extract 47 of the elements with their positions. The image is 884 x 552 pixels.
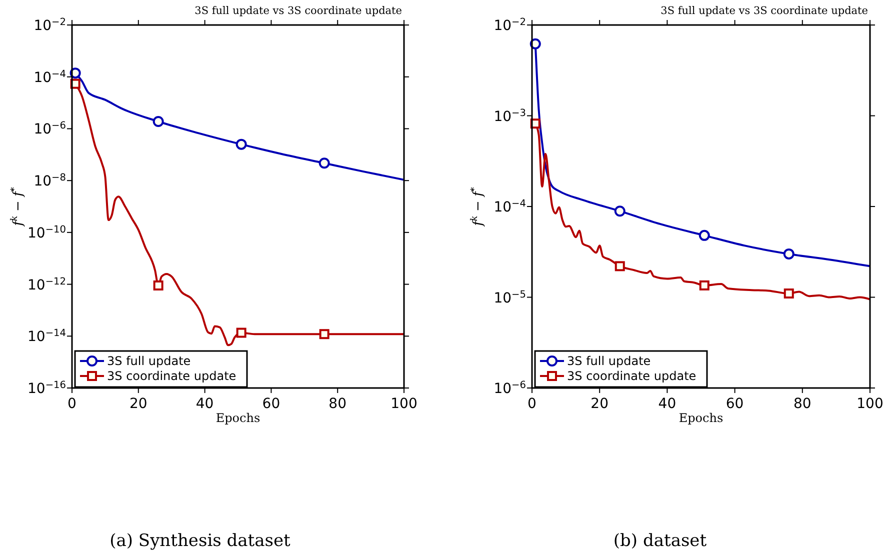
point	[699, 280, 710, 290]
chart-title: 3S full update vs 3S coordinate update	[660, 5, 868, 17]
x-tick-label: 100	[390, 396, 418, 412]
y-tick-label: 10$^{−4}$	[494, 198, 526, 216]
legend-label: 3S coordinate update	[107, 369, 236, 383]
point	[236, 138, 247, 150]
point	[236, 328, 246, 338]
point	[152, 116, 164, 127]
text: (a) Synthesis dataset	[110, 531, 291, 551]
x-axis-title: Epochs	[678, 411, 724, 425]
point	[319, 329, 330, 340]
x-tick-label: 60	[262, 396, 280, 412]
x-tick-label: 80	[328, 396, 347, 412]
point	[614, 206, 626, 217]
point	[784, 288, 794, 298]
x-tick-label: 80	[793, 396, 812, 412]
x-tick-label: 100	[856, 396, 884, 412]
y-tick-label: 10$^{−6}$	[34, 120, 66, 138]
y-tick-label: 10$^{−2}$	[494, 16, 526, 34]
y-tick-label: 10$^{−2}$	[34, 16, 66, 34]
legend-label: 3S full update	[567, 354, 651, 368]
x-tick-label: 20	[129, 396, 148, 412]
x-tick-label: 0	[528, 396, 536, 412]
y-tick-label: 10$^{−6}$	[494, 380, 526, 397]
y-tick-label: 10$^{−14}$	[27, 328, 66, 346]
x-tick-label: 20	[590, 396, 609, 412]
point	[153, 280, 164, 290]
point	[783, 248, 794, 260]
text: (b) dataset	[613, 531, 707, 551]
y-tick-label: 10$^{−4}$	[34, 68, 66, 86]
legend-label: 3S coordinate update	[567, 369, 696, 383]
chart-title: 3S full update vs 3S coordinate update	[194, 5, 402, 17]
x-tick-label: 60	[726, 396, 744, 412]
y-tick-label: 10$^{−3}$	[494, 107, 526, 125]
x-tick-label: 40	[196, 396, 214, 412]
y-tick-label: 10$^{−12}$	[27, 276, 66, 294]
x-tick-label: 40	[658, 396, 676, 412]
y-tick-label: 10$^{−8}$	[34, 172, 66, 190]
point	[614, 261, 625, 272]
x-axis-title: Epochs	[216, 411, 260, 425]
point	[698, 230, 710, 241]
x-tick-label: 0	[68, 396, 76, 412]
legend-label: 3S full update	[107, 354, 191, 368]
y-tick-label: 10$^{−5}$	[494, 288, 526, 306]
y-tick-label: 10$^{−16}$	[27, 380, 66, 397]
point	[318, 158, 330, 169]
y-tick-label: 10$^{−10}$	[27, 224, 66, 242]
